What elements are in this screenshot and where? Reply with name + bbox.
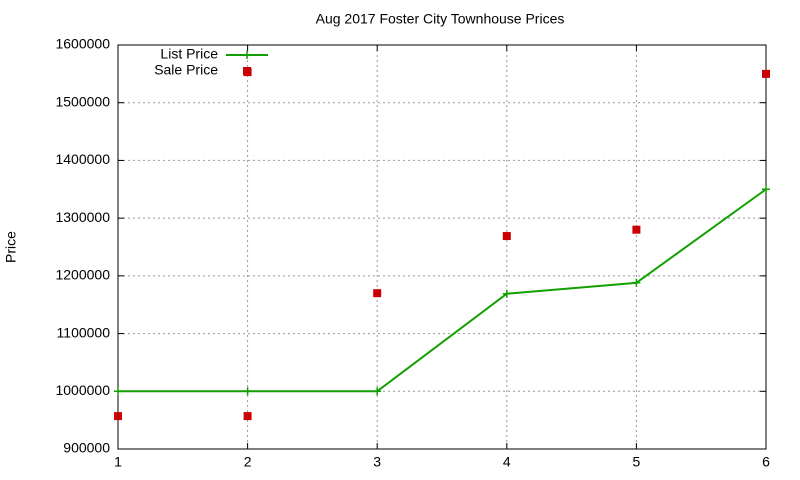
x-tick-label: 6 <box>762 454 770 470</box>
point <box>243 412 252 421</box>
legend-label: Sale Price <box>154 62 218 78</box>
y-tick-label: 900000 <box>63 440 110 456</box>
point <box>502 289 511 298</box>
x-tick-label: 2 <box>244 454 252 470</box>
y-tick-label: 1500000 <box>55 93 110 109</box>
point <box>373 289 382 298</box>
y-tick-label: 1300000 <box>55 209 110 225</box>
legend-marker <box>243 51 251 59</box>
point <box>762 69 770 78</box>
y-tick-label: 1600000 <box>55 36 110 52</box>
point <box>762 185 770 194</box>
x-tick-label: 1 <box>114 454 122 470</box>
point <box>373 387 382 396</box>
point <box>632 278 641 287</box>
y-tick-label: 1200000 <box>55 267 110 283</box>
point <box>114 412 122 421</box>
chart-title: Aug 2017 Foster City Townhouse Prices <box>316 11 565 27</box>
y-tick-label: 1400000 <box>55 151 110 167</box>
point <box>502 232 511 241</box>
point <box>243 68 252 77</box>
point <box>632 225 641 234</box>
line <box>118 188 767 393</box>
plot-frame <box>117 44 767 450</box>
y-axis-label: Price <box>3 231 19 263</box>
point <box>114 387 122 396</box>
x-tick-label: 4 <box>503 454 511 470</box>
x-tick-label: 5 <box>633 454 641 470</box>
y-tick-label: 1100000 <box>57 324 111 340</box>
point <box>243 387 252 396</box>
y-tick-label: 1000000 <box>55 382 110 398</box>
x-tick-label: 3 <box>373 454 381 470</box>
legend-label: List Price <box>160 46 218 62</box>
